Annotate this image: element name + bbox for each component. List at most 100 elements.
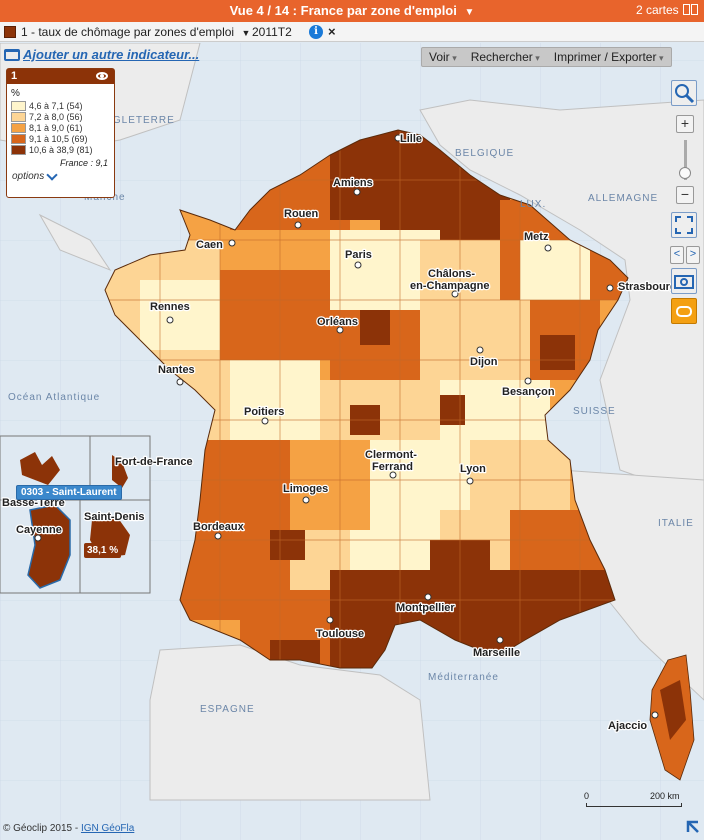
chevron-down-icon[interactable]: ▼ (241, 28, 251, 38)
legend-classes: 4,6 à 7,1 (54) 7,2 à 8,0 (56) 8,1 à 9,0 … (7, 100, 114, 155)
legend-class[interactable]: 8,1 à 9,0 (61) (11, 122, 114, 133)
city-label-montpellier: Montpellier (396, 602, 455, 614)
previous-view-button[interactable]: < (670, 246, 684, 264)
city-label-lyon: Lyon (460, 463, 486, 475)
country-label-suisse: SUISSE (573, 406, 616, 417)
legend-class[interactable]: 9,1 à 10,5 (69) (11, 133, 114, 144)
zoom-out-button[interactable]: − (676, 186, 694, 204)
legend-swatch (11, 144, 26, 155)
copyright-text: © Géoclip 2015 - (3, 823, 81, 834)
rechercher-menu[interactable]: Rechercher (464, 48, 547, 66)
guyane-region[interactable] (27, 504, 71, 589)
indicator-select[interactable]: 1 - taux de chômage par zones d'emploi ▼ (21, 25, 250, 39)
legend-header: 1 (7, 69, 114, 84)
link-button[interactable] (671, 298, 697, 324)
indicator-bar: 1 - taux de chômage par zones d'emploi ▼… (0, 22, 704, 42)
legend-class-label: 7,2 à 8,0 (56) (29, 111, 83, 122)
scale-line (586, 803, 682, 807)
dom-label-cayenne: Cayenne (16, 524, 62, 536)
footer: © Géoclip 2015 - IGN GéoFla (3, 823, 134, 834)
add-indicator-link[interactable]: Ajouter un autre indicateur... (4, 47, 199, 65)
legend-class-label: 10,6 à 38,9 (81) (29, 144, 93, 155)
single-map-icon[interactable] (683, 4, 690, 15)
city-label-toulouse: Toulouse (316, 628, 364, 640)
france-value: France : 9,1 (59, 158, 108, 168)
zoom-box-button[interactable] (671, 80, 697, 106)
legend-swatch (11, 100, 26, 111)
fullscreen-icon (675, 216, 693, 234)
eye-icon[interactable] (96, 72, 108, 80)
add-indicator-label: Ajouter un autre indicateur... (23, 47, 200, 62)
wrench-icon[interactable] (46, 169, 58, 181)
country-label-espagne: ESPAGNE (200, 704, 255, 715)
city-label-strasbourg: Strasbourg (618, 281, 677, 293)
city-label-dijon: Dijon (470, 356, 498, 368)
resize-arrow-icon[interactable] (686, 820, 700, 834)
city-label-limoges: Limoges (283, 483, 328, 495)
ign-geofla-link[interactable]: IGN GéoFla (80, 823, 135, 834)
city-label-clermont: Clermont- (365, 449, 417, 461)
legend-options[interactable]: options (7, 169, 114, 182)
scale-end: 200 km (650, 791, 680, 801)
legend-class[interactable]: 7,2 à 8,0 (56) (11, 111, 114, 122)
title-bar: Vue 4 / 14 : France par zone d'emploi ▼ … (0, 0, 704, 22)
maps-count[interactable]: 2 cartes (636, 3, 698, 17)
indicator-label: 1 - taux de chômage par zones d'emploi (21, 25, 235, 39)
zoom-slider-handle[interactable] (679, 167, 691, 179)
dom-inset[interactable] (0, 435, 151, 594)
zoom-slider[interactable] (684, 140, 687, 180)
country-label-allemagne: ALLEMAGNE (588, 193, 658, 204)
legend-class-label: 9,1 à 10,5 (69) (29, 133, 88, 144)
magnifier-icon (675, 84, 695, 104)
map-toolbar: Voir Rechercher Imprimer / Exporter (421, 47, 672, 67)
sea-label-atlantique: Océan Atlantique (8, 392, 100, 403)
city-label-amiens: Amiens (333, 177, 373, 189)
legend-number: 1 (11, 70, 18, 82)
city-label-nantes: Nantes (158, 364, 195, 376)
map-canvas[interactable]: ANGLETERRE BELGIQUE LUX. ALLEMAGNE SUISS… (0, 43, 704, 840)
country-label-lux: LUX. (520, 199, 546, 210)
voir-menu[interactable]: Voir (422, 48, 464, 66)
period-select[interactable]: 2011T2 (252, 25, 292, 39)
city-label-besancon: Besançon (502, 386, 555, 398)
close-icon[interactable]: × (328, 24, 336, 39)
sea-label-mediterranee: Méditerranée (428, 672, 499, 683)
city-label-chalons: Châlons- (428, 268, 475, 280)
martinique-region[interactable] (112, 455, 128, 488)
guadeloupe-region[interactable] (20, 452, 60, 485)
dom-label-saint-denis: Saint-Denis (84, 511, 145, 523)
legend-class-label: 8,1 à 9,0 (61) (29, 122, 83, 133)
country-label-italie: ITALIE (658, 518, 694, 529)
link-icon (676, 306, 692, 317)
legend-class-label: 4,6 à 7,1 (54) (29, 100, 83, 111)
city-label-champagne: en-Champagne (410, 280, 489, 292)
zone-value-badge: 38,1 % (84, 543, 122, 558)
zone-tooltip: 0303 - Saint-Laurent (16, 485, 122, 500)
indicator-color-swatch (4, 26, 16, 38)
camera-icon (674, 275, 694, 289)
legend-class[interactable]: 10,6 à 38,9 (81) (11, 144, 114, 155)
city-label-marseille: Marseille (473, 647, 520, 659)
chevron-down-icon[interactable]: ▼ (464, 7, 475, 18)
city-label-poitiers: Poitiers (244, 406, 284, 418)
city-label-ferrand: Ferrand (372, 461, 413, 473)
view-title[interactable]: Vue 4 / 14 : France par zone d'emploi ▼ (0, 3, 704, 18)
info-icon[interactable]: i (309, 25, 323, 39)
city-label-paris: Paris (345, 249, 372, 261)
full-extent-button[interactable] (671, 212, 697, 238)
dual-map-icon[interactable] (691, 4, 698, 15)
choropleth-map[interactable]: ANGLETERRE BELGIQUE LUX. ALLEMAGNE SUISS… (0, 43, 704, 840)
snapshot-button[interactable] (671, 268, 697, 294)
imprimer-exporter-menu[interactable]: Imprimer / Exporter (547, 48, 671, 66)
dom-label-fort-de-france: Fort-de-France (115, 456, 193, 468)
city-label-metz: Metz (524, 231, 549, 243)
city-label-orleans: Orléans (317, 316, 358, 328)
country-label-angleterre: ANGLETERRE (97, 115, 175, 126)
next-view-button[interactable]: > (686, 246, 700, 264)
legend-class[interactable]: 4,6 à 7,1 (54) (11, 100, 114, 111)
city-label-caen: Caen (196, 239, 223, 251)
scale-start: 0 (584, 791, 590, 801)
city-label-rouen: Rouen (284, 208, 319, 220)
zoom-in-button[interactable]: + (676, 115, 694, 133)
city-label-lille: Lille (400, 133, 422, 145)
